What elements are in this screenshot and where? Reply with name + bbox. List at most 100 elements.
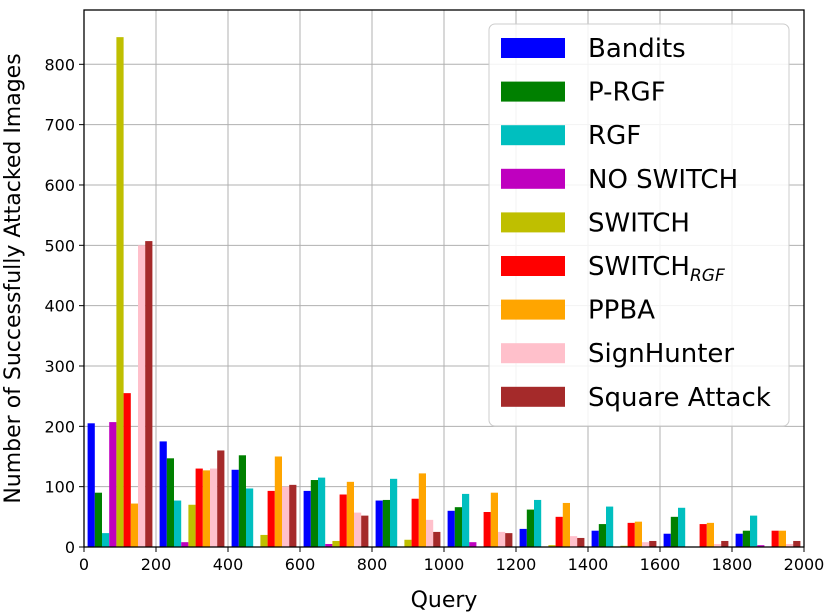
bar [433,531,441,547]
x-tick-label: 1200 [496,555,537,574]
bar [138,245,146,547]
bar [634,521,642,547]
bar [382,499,390,547]
y-tick-label: 800 [44,55,75,74]
bar [454,507,462,547]
bar [325,543,333,547]
bar [750,515,758,547]
y-tick-label: 100 [44,478,75,497]
bar [742,530,750,547]
legend-swatch [501,81,565,102]
bar [289,484,297,547]
bar [678,507,686,547]
bar [94,492,102,547]
y-tick-label: 200 [44,417,75,436]
bar [159,441,167,547]
bar [786,543,794,547]
bar [346,481,354,547]
bar [130,503,138,547]
bar [757,545,765,547]
bar [166,458,174,547]
bar [210,468,218,547]
legend-swatch [501,299,565,320]
legend-label: SWITCHRGF [588,252,725,286]
x-axis-title: Query [411,588,478,613]
x-tick-label: 200 [141,555,172,574]
legend-box [488,23,790,427]
legend-swatch [501,256,565,276]
bar [195,468,203,547]
bars [87,37,801,548]
bar [231,469,239,547]
ticks: 0 200 400 600 800 1000 1200 1400 1600 1800 2000 0 10… [44,55,824,574]
legend-swatch [501,343,565,364]
bar [642,542,650,547]
legend-label: SignHunter [588,339,734,369]
legend-label: Square Attack [588,383,771,413]
bar [274,456,282,547]
y-tick-label: 600 [44,176,75,195]
bar [526,509,534,547]
bar [188,504,196,547]
bar [778,530,786,547]
bar [706,522,714,547]
legend-label: SWITCH [588,208,690,238]
bar [793,540,801,547]
y-tick-label: 700 [44,116,75,135]
bar [462,493,470,547]
bar [217,450,225,547]
bar [498,531,506,547]
legend-label: Bandits [588,34,686,64]
x-tick-label: 400 [213,555,244,574]
bar [202,470,210,547]
bar [663,533,671,547]
bar [267,490,275,547]
x-tick-label: 1800 [712,555,753,574]
legend-swatch [501,125,565,146]
bar [332,540,340,547]
bar [469,542,477,547]
bar [771,530,779,547]
bar [627,522,635,547]
bar [102,533,110,547]
bar [339,494,347,547]
bar [577,537,585,547]
bar [310,480,318,547]
legend-label: P-RGF [588,78,666,108]
bar [109,422,117,547]
bar [570,536,578,547]
bar [354,512,362,547]
bar [505,533,513,547]
bar [598,524,606,547]
bar [426,519,434,547]
bar [555,516,563,547]
bar [375,500,383,547]
bar [606,506,614,547]
bar [418,473,426,547]
bar [181,542,189,547]
bar [174,500,182,547]
bar [490,492,498,547]
legend-swatch [501,386,565,407]
bar [282,486,290,547]
legend: Bandits P-RGF RGF NO SWITCH SWITCH SWITCHRGF P… [488,23,790,427]
x-tick-label: 1400 [568,555,609,574]
bar [649,540,657,547]
x-tick-label: 600 [285,555,316,574]
bar [483,512,491,547]
bar [519,528,527,547]
bar [404,539,412,547]
bar [390,478,398,547]
bar [548,545,556,547]
bar [562,502,570,547]
bar [699,524,707,547]
x-tick-label: 1600 [640,555,681,574]
legend-swatch [501,212,565,233]
bar [721,540,729,547]
bar [303,490,311,547]
bar [591,530,599,547]
y-axis-title: Number of Successfully Attacked Images [1,53,26,503]
bar [145,241,153,548]
bar [260,534,268,547]
